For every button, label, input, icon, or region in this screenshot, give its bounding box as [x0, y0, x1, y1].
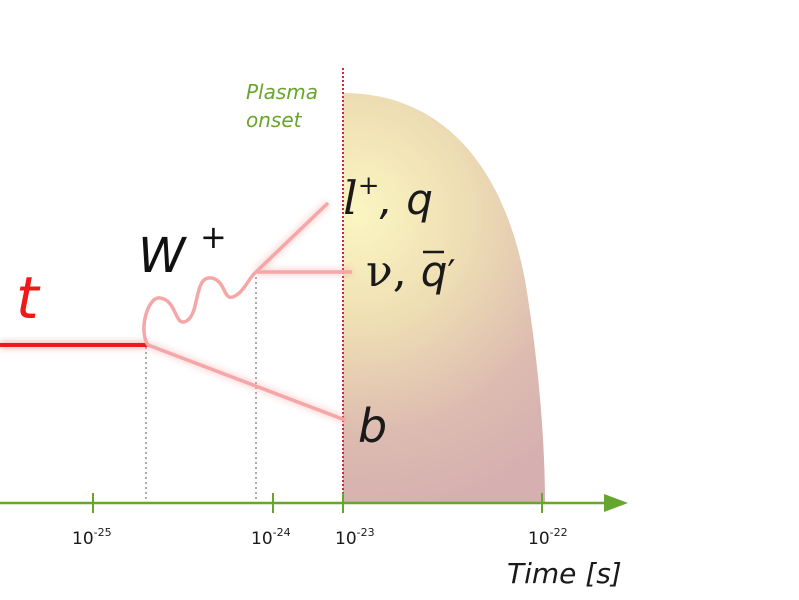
w-boson-wave: [142, 270, 258, 347]
tick-label-1e-25: 10-25: [72, 526, 112, 549]
b-quark-line: [147, 343, 346, 422]
time-axis-arrowhead: [604, 494, 628, 512]
neutrino-label: ν, q′: [366, 246, 456, 297]
w-boson-label: W: [138, 228, 187, 284]
axis-title: Time [s]: [507, 557, 622, 590]
tick-label-1e-22: 10-22: [528, 526, 568, 549]
tick-label-1e-24: 10-24: [251, 526, 291, 549]
w-boson-charge: +: [200, 218, 227, 256]
plasma-label-line2: onset: [246, 108, 303, 132]
plasma-region: [343, 93, 545, 503]
lepton-line: [254, 201, 330, 274]
top-quark-label: t: [16, 264, 41, 332]
plasma-label-line1: Plasma: [246, 80, 318, 104]
lepton-label: l+, q: [343, 171, 433, 225]
tick-label-1e-23: 10-23: [335, 526, 375, 549]
bottom-quark-label: b: [358, 399, 387, 453]
